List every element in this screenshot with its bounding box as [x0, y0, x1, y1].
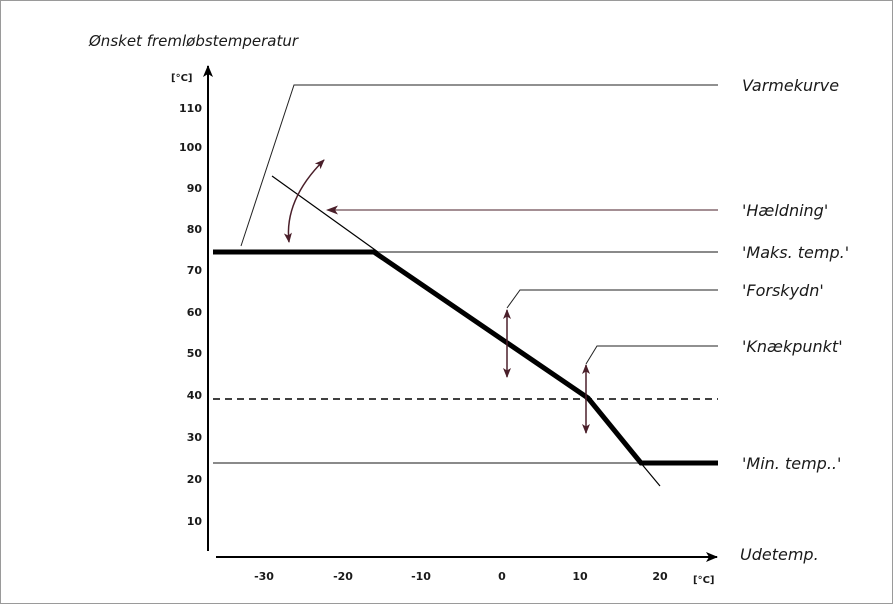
x-tick-label: -30	[254, 570, 274, 583]
leader-offset	[506, 289, 718, 309]
label-break-point: 'Knækpunkt'	[742, 337, 843, 356]
y-tick-label: 60	[187, 306, 203, 319]
heating-curve	[213, 249, 718, 466]
y-tick-label: 110	[179, 102, 202, 115]
label-heating-curve: Varmekurve	[742, 76, 839, 95]
y-tick-label: 50	[187, 347, 203, 360]
y-axis-title: Ønsket fremløbstemperatur	[88, 32, 299, 50]
y-tick-labels: 110 100 90 80 70 60 50 40 30 20 10	[179, 102, 202, 528]
x-tick-label: 20	[652, 570, 668, 583]
slope-guide-line	[271, 175, 379, 253]
y-tick-label: 30	[187, 431, 203, 444]
y-tick-label: 10	[187, 515, 203, 528]
label-slope: 'Hældning'	[742, 201, 828, 220]
label-min-temp: 'Min. temp..'	[742, 454, 841, 473]
label-offset: 'Forskydn'	[742, 281, 824, 300]
x-tick-label: 10	[572, 570, 588, 583]
y-tick-label: 80	[187, 223, 203, 236]
y-tick-label: 40	[187, 389, 203, 402]
slope-rotate-arrow	[283, 159, 325, 243]
y-tick-label: 20	[187, 473, 203, 486]
label-max-temp: 'Maks. temp.'	[742, 243, 849, 262]
x-tick-label: 0	[498, 570, 506, 583]
x-axis-label: Udetemp.	[740, 545, 819, 564]
leader-break-point	[585, 345, 718, 365]
x-tick-labels: -30 -20 -10 0 10 20	[254, 570, 668, 583]
y-axis-unit: [°C]	[171, 73, 192, 84]
y-tick-label: 100	[179, 141, 202, 154]
curve-extension-line	[639, 461, 661, 487]
x-tick-label: -20	[333, 570, 353, 583]
x-tick-label: -10	[411, 570, 431, 583]
x-axis-unit: [°C]	[693, 575, 714, 586]
y-tick-label: 90	[187, 182, 203, 195]
y-tick-label: 70	[187, 264, 203, 277]
leader-heating-curve	[240, 84, 718, 247]
